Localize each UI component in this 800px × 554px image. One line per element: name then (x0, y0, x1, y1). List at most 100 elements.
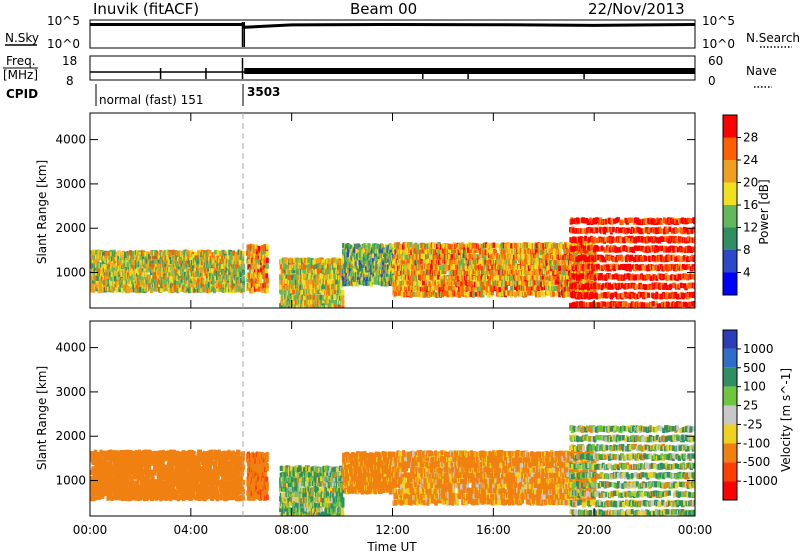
echo-cell (221, 267, 225, 273)
echo-cell (296, 289, 300, 295)
echo-cell (504, 286, 508, 292)
echo-cell (402, 255, 406, 261)
echo-cell (409, 242, 413, 248)
echo-cell (194, 279, 197, 285)
echo-cell (386, 264, 390, 270)
echo-cell (528, 242, 531, 249)
echo-cell (173, 283, 177, 289)
echo-cell (90, 250, 93, 256)
echo-cell (465, 265, 468, 271)
echo-cell (522, 281, 526, 288)
nsky-ytick-low: 10^0 (47, 37, 80, 51)
echo-cell (98, 255, 102, 261)
echo-cell (378, 273, 382, 279)
echo-cell (381, 256, 385, 263)
echo-cell (302, 303, 306, 308)
echo-cell (124, 251, 127, 258)
echo-cell (393, 270, 397, 277)
echo-cell (540, 285, 544, 291)
echo-cell (173, 276, 177, 282)
echo-cell (498, 281, 502, 287)
echo-cell (434, 258, 438, 264)
echo-cell (533, 248, 536, 254)
echo-cell (166, 262, 170, 269)
echo-cell (298, 288, 302, 294)
echo-cell (525, 268, 529, 275)
echo-cell (555, 264, 559, 270)
echo-cell (443, 268, 447, 274)
echo-cell (511, 285, 515, 291)
echo-cell (157, 262, 161, 269)
echo-cell (416, 244, 420, 250)
echo-cell (434, 276, 438, 282)
echo-cell (411, 244, 415, 250)
echo-cell (499, 259, 502, 265)
echo-cell (305, 280, 309, 286)
echo-cell (465, 243, 468, 249)
echo-cell (207, 258, 211, 265)
echo-cell (151, 267, 155, 273)
echo-cell (427, 274, 431, 281)
echo-cell (348, 259, 352, 266)
echo-cell (321, 259, 325, 266)
echo-cell (521, 263, 525, 270)
echo-cell (176, 270, 180, 276)
echo-cell (342, 242, 346, 249)
echo-cell (453, 249, 457, 256)
echo-cell (241, 269, 245, 276)
cpid-segment-normal: normal (fast) 151 (99, 93, 203, 107)
echo-cell (177, 255, 180, 261)
echo-cell (429, 253, 433, 259)
echo-cell (461, 249, 465, 255)
echo-cell (547, 290, 551, 296)
echo-cell (197, 265, 201, 272)
echo-cell (591, 269, 595, 275)
echo-cell (543, 291, 547, 298)
echo-cell (428, 281, 432, 287)
echo-cell (265, 272, 269, 279)
echo-cell (517, 247, 521, 253)
echo-cell (427, 285, 431, 292)
echo-cell (255, 268, 259, 275)
echo-cell (448, 247, 451, 253)
nsky-trace-path (90, 22, 696, 29)
echo-cell (265, 244, 269, 250)
echo-cell (190, 287, 194, 293)
echo-cell (448, 243, 451, 250)
echo-cell (398, 284, 402, 291)
echo-cell (382, 260, 386, 266)
echo-cell (344, 244, 348, 250)
echo-cell (287, 305, 291, 308)
echo-cell (417, 258, 421, 264)
echo-cell (583, 259, 587, 266)
freq-ytick-low: 8 (66, 74, 74, 88)
echo-cell (514, 284, 518, 290)
echo-cell (307, 257, 311, 263)
echo-cell (102, 251, 105, 257)
echo-cell (458, 292, 461, 298)
echo-cell (341, 305, 345, 308)
echo-cell (339, 283, 343, 289)
echo-cell (254, 258, 258, 264)
echo-cell (171, 249, 175, 255)
echo-cell (483, 264, 487, 271)
echo-cell (108, 254, 112, 261)
echo-cell (141, 287, 144, 294)
echo-cell (555, 260, 559, 266)
echo-cell (502, 249, 506, 256)
echo-cell (386, 280, 390, 287)
echo-cell (389, 267, 393, 274)
echo-cell (420, 242, 424, 248)
echo-cell (206, 271, 209, 278)
echo-cell (381, 244, 385, 250)
echo-cell (562, 285, 565, 291)
echo-cell (229, 254, 233, 260)
echo-cell (448, 285, 451, 291)
echo-cell (386, 253, 390, 259)
echo-cell (453, 269, 457, 275)
echo-cell (368, 247, 372, 253)
echo-cell (201, 281, 205, 288)
echo-cell (92, 250, 96, 256)
